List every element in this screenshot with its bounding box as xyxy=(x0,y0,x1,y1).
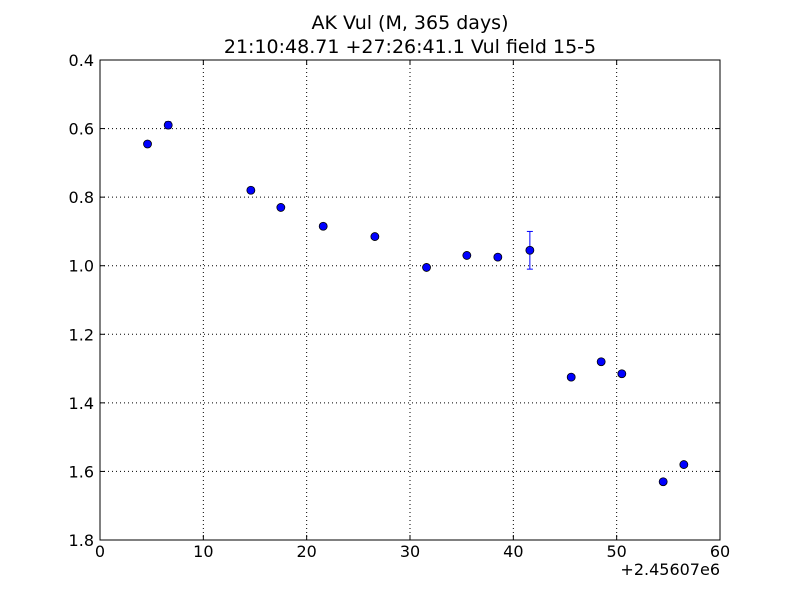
data-point xyxy=(617,369,627,379)
data-point xyxy=(246,185,256,195)
data-point xyxy=(370,232,380,241)
data-point xyxy=(462,251,472,260)
y-tick-label: 0.6 xyxy=(69,120,94,139)
data-point xyxy=(525,245,535,255)
x-tick-label: 20 xyxy=(296,542,316,561)
chart-subtitle: 21:10:48.71 +27:26:41.1 Vul field 15-5 xyxy=(224,36,596,58)
y-tick-label: 1.2 xyxy=(69,325,94,344)
data-series xyxy=(143,120,689,487)
x-offset-label: +2.45607e6 xyxy=(620,560,720,579)
data-point xyxy=(493,252,503,262)
data-point xyxy=(596,357,606,367)
chart-title: AK Vul (M, 365 days) xyxy=(311,12,508,34)
x-tick-label: 50 xyxy=(606,542,626,561)
grid xyxy=(100,60,720,540)
y-tick-label: 0.4 xyxy=(69,51,94,70)
x-tick-label: 0 xyxy=(95,542,105,561)
data-point xyxy=(163,120,173,130)
y-tick-label: 1.0 xyxy=(69,257,94,276)
x-tick-label: 10 xyxy=(193,542,213,561)
data-point xyxy=(276,203,286,212)
y-tick-label: 1.6 xyxy=(69,462,94,481)
tick-labels: 0 10 20 30 40 50 60 0.4 0.6 0.8 1.0 1.2 1.4 1.6 1.8 xyxy=(69,51,731,561)
data-point xyxy=(658,477,668,487)
x-tick-label: 60 xyxy=(710,542,730,561)
data-point xyxy=(679,460,689,469)
y-tick-label: 0.8 xyxy=(69,188,94,207)
x-tick-label: 40 xyxy=(503,542,523,561)
plot-frame xyxy=(99,59,721,541)
x-tick-label: 30 xyxy=(400,542,420,561)
data-point xyxy=(143,139,152,149)
data-point xyxy=(422,263,431,272)
y-tick-label: 1.4 xyxy=(69,394,94,413)
data-point xyxy=(318,221,328,231)
data-point xyxy=(566,372,576,382)
y-tick-label: 1.8 xyxy=(69,531,94,550)
